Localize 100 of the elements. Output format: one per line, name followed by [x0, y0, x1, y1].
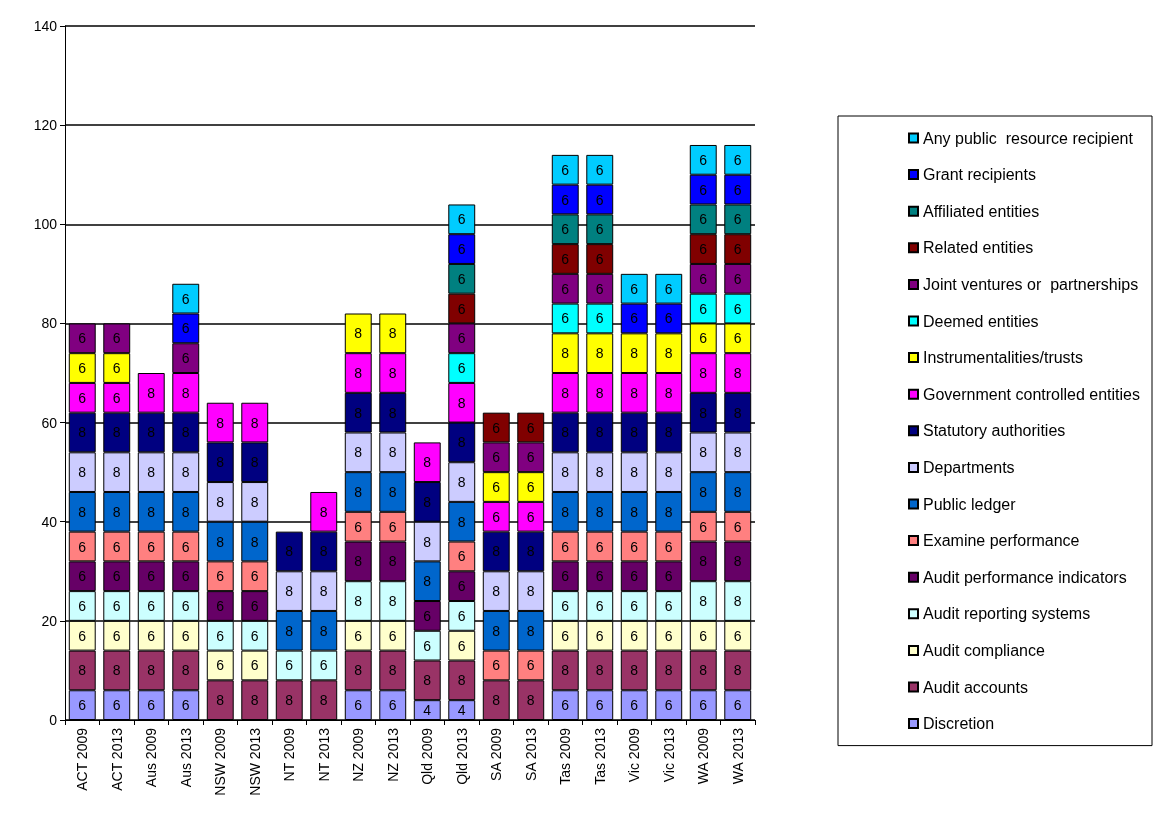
data-label: 8 [388, 483, 397, 500]
data-label: 6 [112, 360, 121, 377]
data-label: 6 [664, 538, 673, 555]
legend-label: Government controlled entities [923, 385, 1140, 403]
data-label: 6 [630, 310, 639, 327]
data-label: 8 [630, 424, 639, 441]
data-label: 6 [561, 280, 570, 297]
x-tick-label: ACT 2009 [74, 727, 91, 791]
data-label: 6 [423, 607, 432, 624]
data-label: 8 [78, 662, 87, 679]
data-label: 8 [78, 503, 87, 520]
data-label: 8 [492, 622, 501, 639]
legend-label: Deemed entities [923, 312, 1039, 330]
data-label: 6 [699, 518, 708, 535]
data-label: 8 [250, 493, 259, 510]
data-label: 6 [457, 211, 466, 228]
data-label: 6 [457, 360, 466, 377]
data-label: 6 [250, 568, 259, 585]
data-label: 8 [595, 424, 604, 441]
data-label: 8 [630, 384, 639, 401]
data-label: 6 [492, 657, 501, 674]
data-label: 8 [78, 464, 87, 481]
data-label: 6 [457, 270, 466, 287]
data-label: 6 [595, 597, 604, 614]
data-label: 6 [561, 310, 570, 327]
data-label: 8 [733, 593, 742, 610]
data-label: 6 [181, 320, 190, 337]
data-label: 6 [354, 627, 363, 644]
data-label: 6 [561, 191, 570, 208]
data-label: 6 [595, 310, 604, 327]
data-label: 8 [285, 543, 294, 560]
legend-label: Audit compliance [923, 641, 1045, 659]
data-label: 8 [561, 464, 570, 481]
data-label: 8 [630, 503, 639, 520]
data-label: 6 [181, 597, 190, 614]
x-tick-label: NT 2013 [315, 727, 332, 782]
data-label: 8 [181, 662, 190, 679]
data-label: 8 [388, 404, 397, 421]
data-label: 6 [595, 280, 604, 297]
data-label: 6 [250, 657, 259, 674]
data-label: 8 [526, 583, 535, 600]
legend-label: Audit accounts [923, 678, 1028, 696]
data-label: 6 [78, 568, 87, 585]
data-label: 8 [526, 692, 535, 709]
data-label: 6 [733, 697, 742, 714]
data-label: 6 [699, 151, 708, 168]
data-label: 6 [147, 568, 156, 585]
data-label: 8 [423, 454, 432, 471]
data-label: 6 [595, 697, 604, 714]
data-label: 6 [354, 518, 363, 535]
x-tick-label: WA 2013 [729, 727, 746, 785]
data-label: 8 [354, 483, 363, 500]
data-label: 6 [78, 597, 87, 614]
data-label: 6 [216, 627, 225, 644]
y-tick-label: 60 [41, 414, 58, 431]
legend-label: Joint ventures or partnerships [923, 275, 1139, 293]
data-label: 6 [78, 697, 87, 714]
data-label: 8 [354, 365, 363, 381]
data-label: 8 [492, 692, 501, 709]
data-label: 6 [733, 241, 742, 258]
data-label: 6 [733, 330, 742, 347]
data-label: 6 [595, 161, 604, 178]
data-label: 6 [561, 161, 570, 178]
data-label: 6 [181, 697, 190, 714]
data-label: 6 [181, 290, 190, 307]
data-label: 8 [733, 404, 742, 421]
data-label: 8 [388, 325, 397, 342]
data-label: 6 [423, 637, 432, 654]
data-label: 8 [699, 553, 708, 570]
data-label: 8 [630, 464, 639, 481]
data-label: 6 [664, 568, 673, 585]
x-tick-label: Tas 2013 [591, 727, 608, 785]
data-label: 8 [354, 325, 363, 342]
data-label: 6 [388, 627, 397, 644]
x-tick-label: Qld 2013 [453, 727, 470, 785]
data-label: 6 [733, 151, 742, 168]
data-label: 8 [216, 692, 225, 709]
y-tick-label: 20 [41, 612, 58, 629]
x-tick-label: SA 2009 [488, 727, 505, 781]
data-label: 6 [630, 597, 639, 614]
data-label: 8 [423, 672, 432, 689]
data-label: 6 [561, 538, 570, 555]
data-label: 8 [112, 464, 121, 481]
data-label: 6 [733, 518, 742, 535]
data-label: 8 [457, 513, 466, 530]
legend-label: Examine performance [923, 532, 1080, 550]
data-label: 6 [388, 697, 397, 714]
data-label: 8 [664, 503, 673, 520]
data-label: 8 [492, 543, 501, 560]
data-label: 6 [699, 330, 708, 347]
data-label: 6 [492, 449, 501, 466]
x-tick-label: Aus 2009 [143, 727, 160, 788]
data-label: 8 [699, 593, 708, 610]
x-tick-label: NSW 2009 [212, 727, 229, 796]
data-label: 6 [733, 181, 742, 198]
data-label: 8 [181, 424, 190, 441]
data-label: 6 [181, 568, 190, 585]
data-label: 8 [561, 345, 570, 362]
data-label: 8 [319, 692, 328, 709]
data-label: 6 [216, 568, 225, 585]
